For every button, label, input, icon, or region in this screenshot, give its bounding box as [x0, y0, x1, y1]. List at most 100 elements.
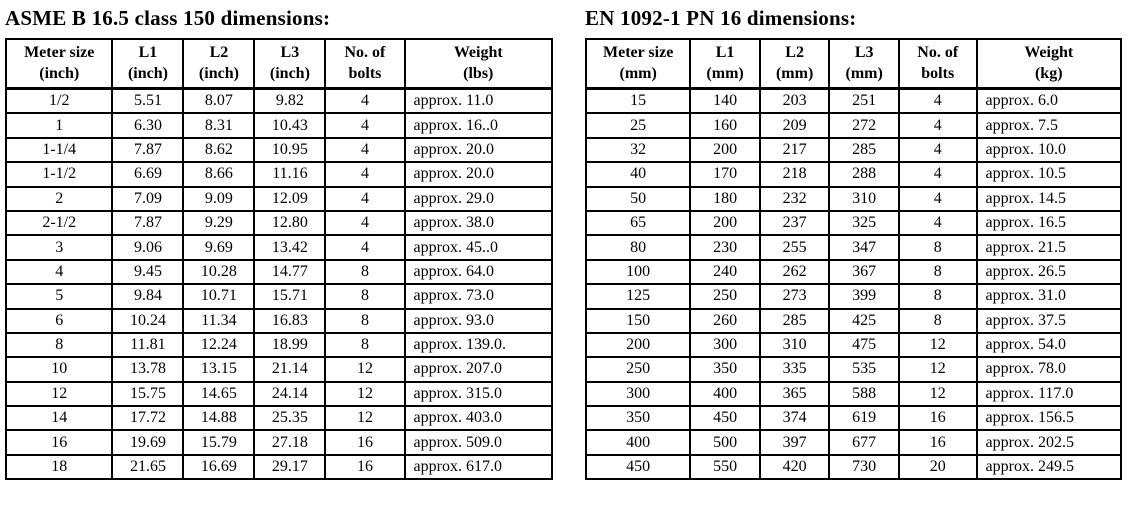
value-cell: 9.09 [182, 185, 256, 212]
value-cell: 11.16 [253, 161, 327, 188]
value-cell: 13.15 [182, 356, 256, 383]
value-cell: 6.69 [111, 161, 185, 188]
value-cell: 180 [689, 185, 761, 212]
weight-cell: approx. 11.0 [403, 87, 554, 115]
table-row: 4 9.45 10.28 14.77 8 approx. 64.0 [4, 258, 554, 286]
table-title: ASME B 16.5 class 150 dimensions: [5, 6, 331, 30]
column-header-name: L1 [715, 44, 735, 61]
value-cell: 365 [758, 380, 831, 408]
value-cell: 260 [689, 307, 761, 334]
value-cell: 475 [828, 331, 900, 359]
value-cell: 65 [584, 209, 692, 237]
table-section-1: EN 1092-1 PN 16 dimensions: Meter size (m… [584, 6, 1123, 481]
value-cell: 2 [4, 185, 114, 212]
value-cell: 21.65 [111, 453, 185, 481]
value-cell: 10.28 [182, 258, 256, 286]
weight-cell: approx. 26.5 [975, 258, 1123, 286]
column-header-unit: bolts [348, 65, 382, 82]
value-cell: 8 [4, 331, 114, 359]
value-cell: 200 [689, 209, 761, 237]
value-cell: 125 [584, 283, 692, 310]
value-cell: 400 [689, 380, 761, 408]
value-cell: 310 [758, 331, 831, 359]
weight-cell: approx. 54.0 [975, 331, 1123, 359]
value-cell: 32 [584, 136, 692, 164]
column-header-name: L3 [854, 44, 874, 61]
value-cell: 450 [689, 405, 761, 432]
column-header-name: Weight [1024, 44, 1074, 61]
weight-cell: approx. 139.0. [403, 331, 554, 359]
value-cell: 217 [758, 136, 831, 164]
value-cell: 237 [758, 209, 831, 237]
value-cell: 140 [689, 87, 761, 115]
table-row: 6 10.24 11.34 16.83 8 approx. 93.0 [4, 307, 554, 334]
column-header-unit: (mm) [706, 65, 744, 82]
value-cell: 4 [324, 209, 406, 237]
value-cell: 20 [897, 453, 978, 481]
value-cell: 8 [897, 234, 978, 261]
value-cell: 170 [689, 161, 761, 188]
column-header-unit: bolts [921, 65, 955, 82]
value-cell: 200 [689, 136, 761, 164]
value-cell: 10.95 [253, 136, 327, 164]
column-header-unit: (lbs) [463, 65, 494, 82]
weight-cell: approx. 10.5 [975, 161, 1123, 188]
table-row: 14 17.72 14.88 25.35 12 approx. 403.0 [4, 405, 554, 432]
column-header-unit: (inch) [198, 65, 239, 82]
value-cell: 15.75 [111, 380, 185, 408]
column-header: L2 (inch) [182, 38, 256, 90]
value-cell: 250 [689, 283, 761, 310]
value-cell: 12 [324, 356, 406, 383]
table-row: 200 300 310 475 12 approx. 54.0 [584, 331, 1123, 359]
value-cell: 29.17 [253, 453, 327, 481]
value-cell: 285 [758, 307, 831, 334]
value-cell: 100 [584, 258, 692, 286]
value-cell: 4 [897, 87, 978, 115]
value-cell: 325 [828, 209, 900, 237]
value-cell: 6 [4, 307, 114, 334]
value-cell: 255 [758, 234, 831, 261]
value-cell: 10.24 [111, 307, 185, 334]
column-header-unit: (kg) [1034, 65, 1063, 82]
table-row: 1-1/4 7.87 8.62 10.95 4 approx. 20.0 [4, 136, 554, 164]
value-cell: 9.84 [111, 283, 185, 310]
table-row: 100 240 262 367 8 approx. 26.5 [584, 258, 1123, 286]
value-cell: 15.79 [182, 429, 256, 456]
column-header-unit: (mm) [775, 65, 814, 82]
value-cell: 21.14 [253, 356, 327, 383]
value-cell: 1 [4, 112, 114, 139]
weight-cell: approx. 21.5 [975, 234, 1123, 261]
value-cell: 14 [4, 405, 114, 432]
value-cell: 9.06 [111, 234, 185, 261]
value-cell: 285 [828, 136, 900, 164]
weight-cell: approx. 509.0 [403, 429, 554, 456]
table-row: 3 9.06 9.69 13.42 4 approx. 45..0 [4, 234, 554, 261]
column-header-name: No. of [344, 44, 386, 61]
value-cell: 262 [758, 258, 831, 286]
weight-cell: approx. 117.0 [975, 380, 1123, 408]
column-header-unit: (inch) [269, 65, 310, 82]
value-cell: 500 [689, 429, 761, 456]
value-cell: 4 [897, 185, 978, 212]
weight-cell: approx. 10.0 [975, 136, 1123, 164]
value-cell: 25.35 [253, 405, 327, 432]
value-cell: 273 [758, 283, 831, 310]
value-cell: 350 [584, 405, 692, 432]
value-cell: 200 [584, 331, 692, 359]
weight-cell: approx. 14.5 [975, 185, 1123, 212]
value-cell: 12 [324, 380, 406, 408]
weight-cell: approx. 37.5 [975, 307, 1123, 334]
table-row: 1 6.30 8.31 10.43 4 approx. 16..0 [4, 112, 554, 139]
value-cell: 230 [689, 234, 761, 261]
column-header-unit: (mm) [619, 65, 657, 82]
value-cell: 8.62 [182, 136, 256, 164]
value-cell: 4 [324, 112, 406, 139]
value-cell: 2-1/2 [4, 209, 114, 237]
weight-cell: approx. 7.5 [975, 112, 1123, 139]
table-row: 15 140 203 251 4 approx. 6.0 [584, 87, 1123, 115]
value-cell: 12 [4, 380, 114, 408]
table-row: 65 200 237 325 4 approx. 16.5 [584, 209, 1123, 237]
value-cell: 24.14 [253, 380, 327, 408]
table-row: 450 550 420 730 20 approx. 249.5 [584, 453, 1123, 481]
column-header: L3 (mm) [828, 38, 900, 90]
